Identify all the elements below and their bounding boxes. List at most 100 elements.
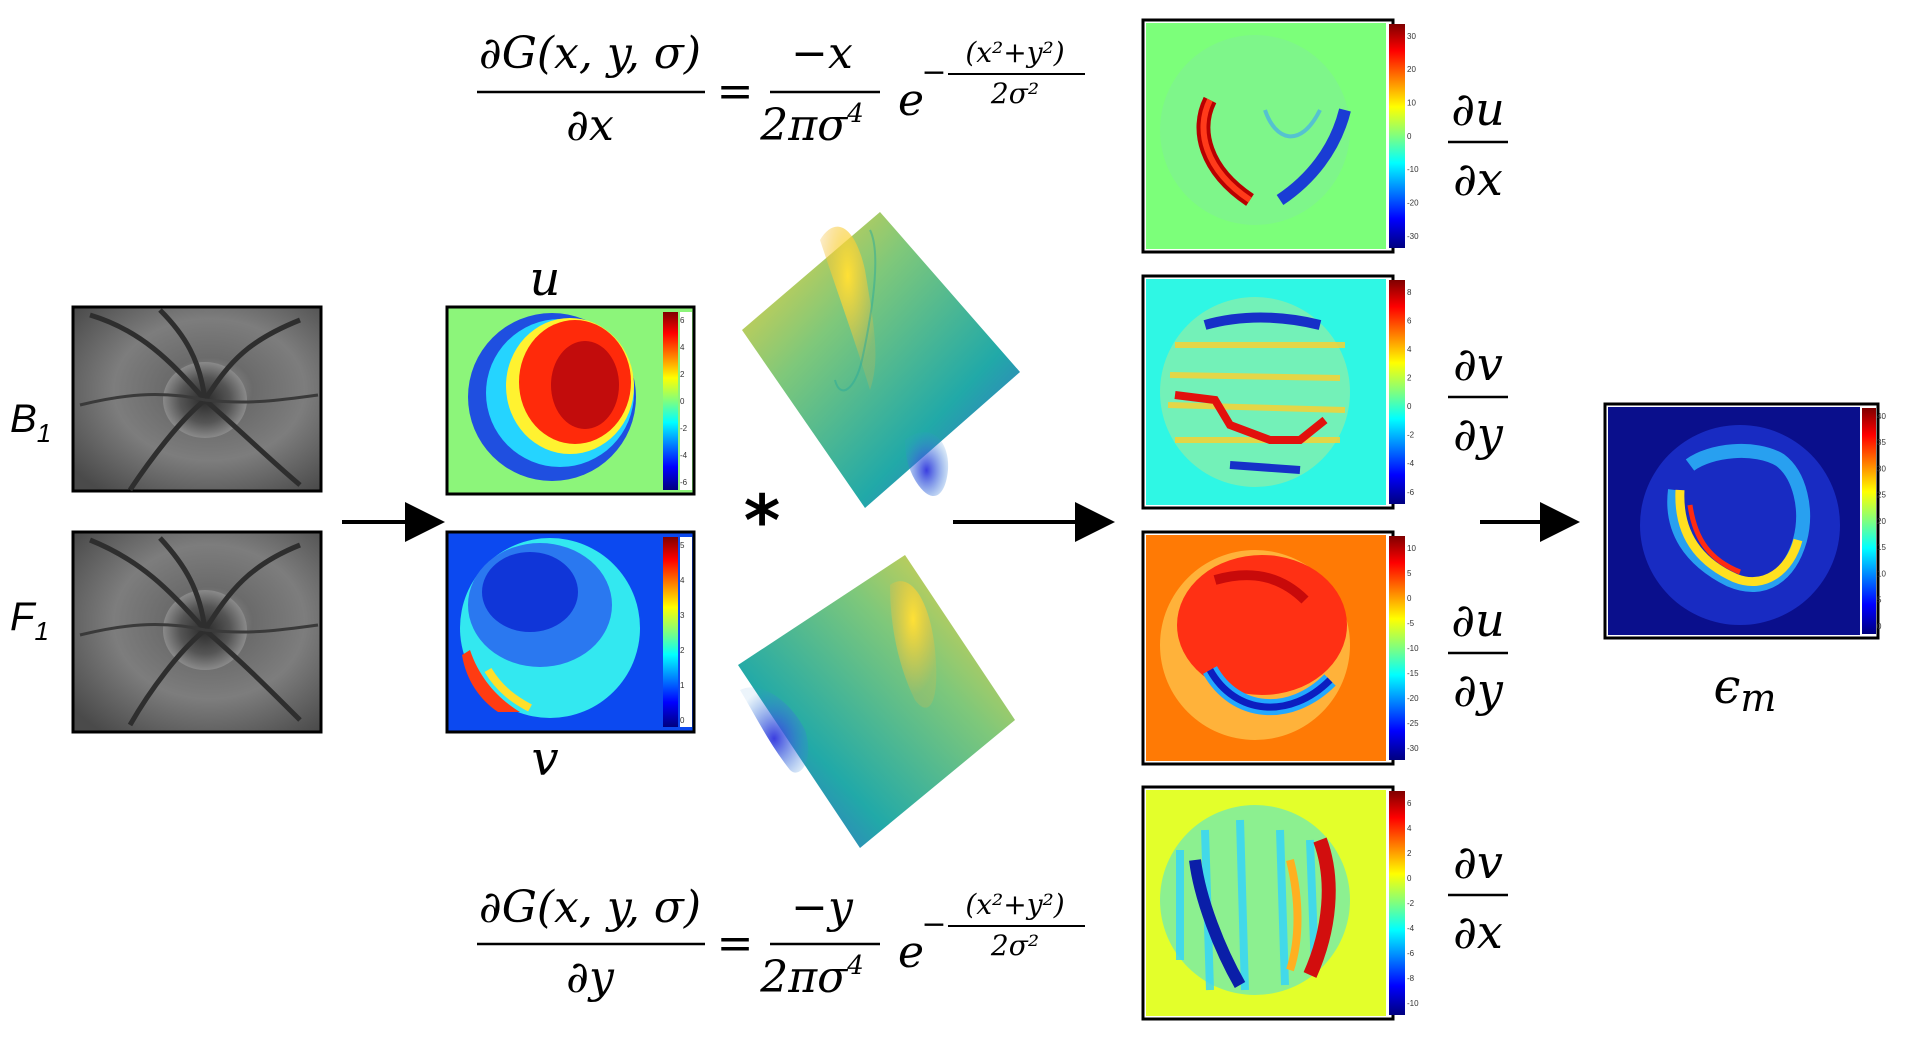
strain-colorbar-tick-label: 25 bbox=[1877, 491, 1886, 500]
derivative-1-tick-label: 4 bbox=[1407, 345, 1412, 354]
equation-dx-exponential-base: e bbox=[898, 75, 924, 126]
equation-dy-exponent-numerator: (x²+y²) bbox=[965, 888, 1064, 921]
derivative-2-tick-label: -5 bbox=[1407, 619, 1415, 628]
input-image-f1 bbox=[71, 530, 323, 734]
derivative-panels bbox=[1141, 18, 1405, 1021]
label-b1: B1 bbox=[10, 397, 51, 448]
equation-dx: ∂G(x, y, σ) ∂x = −x 2πσ4 e − (x²+y²) 2σ² bbox=[477, 28, 1085, 151]
label-v: v bbox=[531, 731, 558, 787]
derivative-2-tick-label: -25 bbox=[1407, 719, 1419, 728]
label-f1: F1 bbox=[10, 595, 49, 646]
strain-colorbar-tick-label: 10 bbox=[1877, 569, 1886, 578]
label-du-dx-denominator: ∂x bbox=[1453, 152, 1503, 206]
colorbar-v-tick-label: 2 bbox=[680, 646, 685, 655]
derivative-0-tick-label: 0 bbox=[1407, 132, 1412, 141]
colorbar-u-ticks: 6 4 2 0 -2 -4 -6 bbox=[680, 316, 688, 487]
equation-dx-lhs-numerator: ∂G(x, y, σ) bbox=[479, 28, 701, 79]
equation-dy-lhs-numerator: ∂G(x, y, σ) bbox=[479, 882, 701, 933]
displacement-map-v bbox=[445, 530, 696, 734]
derivative-3-tick-label: 4 bbox=[1407, 824, 1412, 833]
equation-dy-rhs-numerator: −y bbox=[791, 882, 854, 933]
derivative-0-tick-label: 30 bbox=[1407, 32, 1416, 41]
derivative-1-tick-label: -6 bbox=[1407, 488, 1415, 497]
colorbar-v-tick-label: 4 bbox=[680, 576, 685, 585]
colorbar-u-tick-label: -6 bbox=[680, 478, 688, 487]
derivative-3-tick-label: -8 bbox=[1407, 974, 1415, 983]
derivative-labels: ∂u ∂x ∂v ∂y ∂u ∂y ∂v ∂x bbox=[1448, 82, 1508, 959]
equation-dy-exponential-base: e bbox=[898, 927, 924, 978]
colorbar-v-tick-label: 5 bbox=[680, 541, 685, 550]
derivative-2-tick-label: -30 bbox=[1407, 744, 1419, 753]
label-dv-dy-denominator: ∂y bbox=[1453, 407, 1504, 461]
equation-dx-exponent-numerator: (x²+y²) bbox=[965, 36, 1064, 69]
derivative-3-tick-label: -4 bbox=[1407, 924, 1415, 933]
derivative-map-du-dx bbox=[1141, 18, 1405, 254]
equation-dx-rhs-denominator: 2πσ4 bbox=[759, 99, 864, 151]
derivative-1-tick-label: 2 bbox=[1407, 374, 1412, 383]
colorbar-u-tick-label: 2 bbox=[680, 370, 685, 379]
strain-colorbar bbox=[1862, 408, 1876, 634]
label-u: u bbox=[530, 251, 561, 307]
colorbar-u-tick-label: -4 bbox=[680, 451, 688, 460]
equation-dx-equals: = bbox=[717, 66, 754, 117]
colorbar-v-tick-label: 0 bbox=[680, 716, 685, 725]
equation-dy-exponent-sign: − bbox=[921, 907, 946, 942]
derivative-2-tick-label: 5 bbox=[1407, 569, 1412, 578]
derivative-0-tick-label: 10 bbox=[1407, 98, 1416, 107]
gaussian-derivative-surface-x bbox=[742, 212, 1020, 508]
colorbar-u bbox=[663, 312, 678, 490]
derivative-2-tick-label: 0 bbox=[1407, 594, 1412, 603]
derivative-2-tick-label: -10 bbox=[1407, 644, 1419, 653]
derivative-0-tick-label: -20 bbox=[1407, 198, 1419, 207]
derivative-3-tick-label: -6 bbox=[1407, 949, 1415, 958]
derivative-map-dv-dy bbox=[1141, 274, 1405, 510]
strain-colorbar-tick-label: 40 bbox=[1877, 412, 1886, 421]
derivative-3-tick-label: 2 bbox=[1407, 849, 1412, 858]
colorbar-v bbox=[663, 537, 678, 727]
equation-dy-equals: = bbox=[717, 918, 754, 969]
label-du-dx-numerator: ∂u bbox=[1451, 82, 1504, 136]
colorbar-u-tick-label: -2 bbox=[680, 424, 688, 433]
equation-dx-lhs-denominator: ∂x bbox=[566, 100, 614, 151]
equation-dy-rhs-denominator: 2πσ4 bbox=[759, 951, 864, 1003]
equation-dx-exponent-denominator: 2σ² bbox=[990, 77, 1039, 110]
colorbar-v-ticks: 5 4 3 2 1 0 bbox=[680, 541, 685, 725]
strain-map bbox=[1603, 402, 1880, 640]
equation-dx-rhs-numerator: −x bbox=[791, 28, 853, 79]
label-strain: ϵm bbox=[1714, 659, 1777, 720]
label-dv-dx-numerator: ∂v bbox=[1453, 835, 1503, 889]
colorbar-u-tick-label: 6 bbox=[680, 316, 685, 325]
derivative-2-tick-label: -20 bbox=[1407, 694, 1419, 703]
colorbar-v-tick-label: 3 bbox=[680, 611, 685, 620]
derivative-map-du-dy bbox=[1141, 530, 1405, 766]
label-dv-dx-denominator: ∂x bbox=[1453, 905, 1503, 959]
derivative-1-tick-label: -2 bbox=[1407, 431, 1415, 440]
derivative-3-tick-label: 0 bbox=[1407, 874, 1412, 883]
derivative-3-tick-label: 6 bbox=[1407, 799, 1412, 808]
derivative-1-tick-label: -4 bbox=[1407, 459, 1415, 468]
label-dv-dy-numerator: ∂v bbox=[1453, 337, 1503, 391]
derivative-1-tick-label: 0 bbox=[1407, 402, 1412, 411]
colorbar-u-tick-label: 4 bbox=[680, 343, 685, 352]
derivative-3-tick-label: -10 bbox=[1407, 999, 1419, 1008]
input-image-b1 bbox=[71, 305, 323, 493]
colorbar-u-tick-label: 0 bbox=[680, 397, 685, 406]
derivative-map-dv-dx bbox=[1141, 785, 1405, 1021]
strain-colorbar-ticks: 40 35 30 25 20 15 10 5 0 bbox=[1877, 412, 1886, 631]
gaussian-derivative-surface-y bbox=[738, 555, 1015, 848]
derivative-3-tick-label: -2 bbox=[1407, 899, 1415, 908]
strain-colorbar-tick-label: 5 bbox=[1877, 596, 1882, 605]
colorbar-v-tick-label: 1 bbox=[680, 681, 685, 690]
strain-colorbar-tick-label: 30 bbox=[1877, 464, 1886, 473]
strain-colorbar-tick-label: 15 bbox=[1877, 543, 1886, 552]
equation-dy-lhs-denominator: ∂y bbox=[566, 952, 615, 1003]
equation-dy: ∂G(x, y, σ) ∂y = −y 2πσ4 e − (x²+y²) 2σ² bbox=[477, 882, 1085, 1003]
derivative-1-tick-label: 8 bbox=[1407, 288, 1412, 297]
derivative-2-tick-label: -15 bbox=[1407, 669, 1419, 678]
displacement-map-u bbox=[445, 305, 696, 496]
derivative-0-tick-label: -10 bbox=[1407, 165, 1419, 174]
strain-colorbar-tick-label: 20 bbox=[1877, 517, 1886, 526]
derivative-2-tick-label: 10 bbox=[1407, 544, 1416, 553]
equation-dy-exponent-denominator: 2σ² bbox=[990, 929, 1039, 962]
strain-colorbar-tick-label: 0 bbox=[1877, 622, 1882, 631]
